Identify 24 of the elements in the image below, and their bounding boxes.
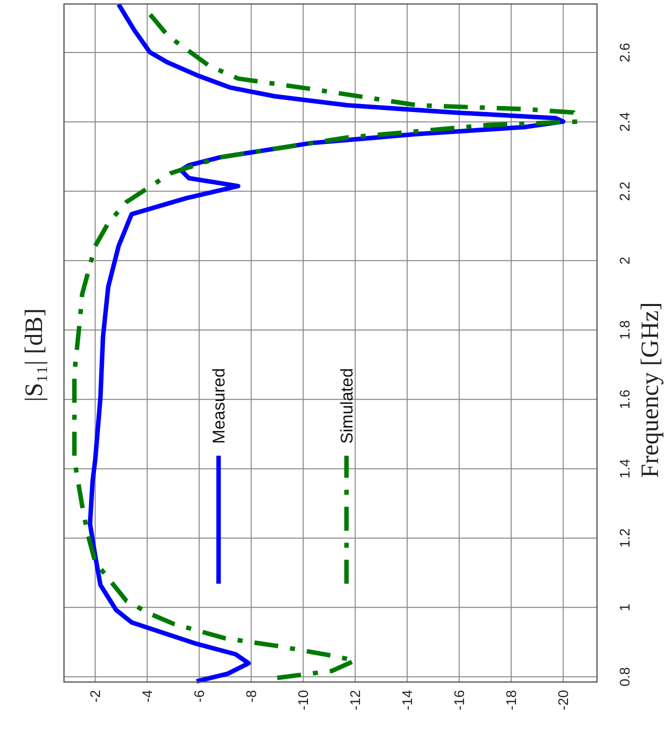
x-tick-label: -20	[555, 690, 572, 710]
y-tick-label: 1.4	[616, 458, 632, 478]
y-tick-label: 1.6	[616, 389, 632, 410]
x-tick-label: -10	[295, 690, 312, 710]
x-tick-label: -14	[399, 690, 416, 710]
x-tick-label: -16	[451, 690, 468, 710]
y-tick-label: 2.6	[616, 42, 632, 62]
y-tick-label: 1.2	[616, 528, 632, 548]
x-tick-label: -18	[503, 690, 520, 710]
y-tick-label: 2.4	[616, 112, 632, 132]
text: Measured	[210, 368, 229, 444]
x-tick-label: -12	[347, 690, 364, 710]
y-tick-label: 0.8	[616, 666, 632, 687]
x-tick-label: -8	[243, 690, 260, 702]
x-tick-label: -6	[191, 690, 208, 702]
text: |S₁₁| [dB]	[21, 308, 48, 402]
x-tick-label: -4	[139, 690, 156, 702]
y-axis-title: Frequency [GHz]	[637, 302, 664, 478]
y-tick-label: 1	[616, 603, 632, 612]
y-tick-label: 2	[616, 256, 632, 265]
text: Simulated	[337, 368, 356, 444]
x-tick-label: -2	[87, 690, 104, 702]
y-tick-label: 1.8	[616, 320, 632, 340]
y-tick-label: 2.2	[616, 181, 632, 202]
